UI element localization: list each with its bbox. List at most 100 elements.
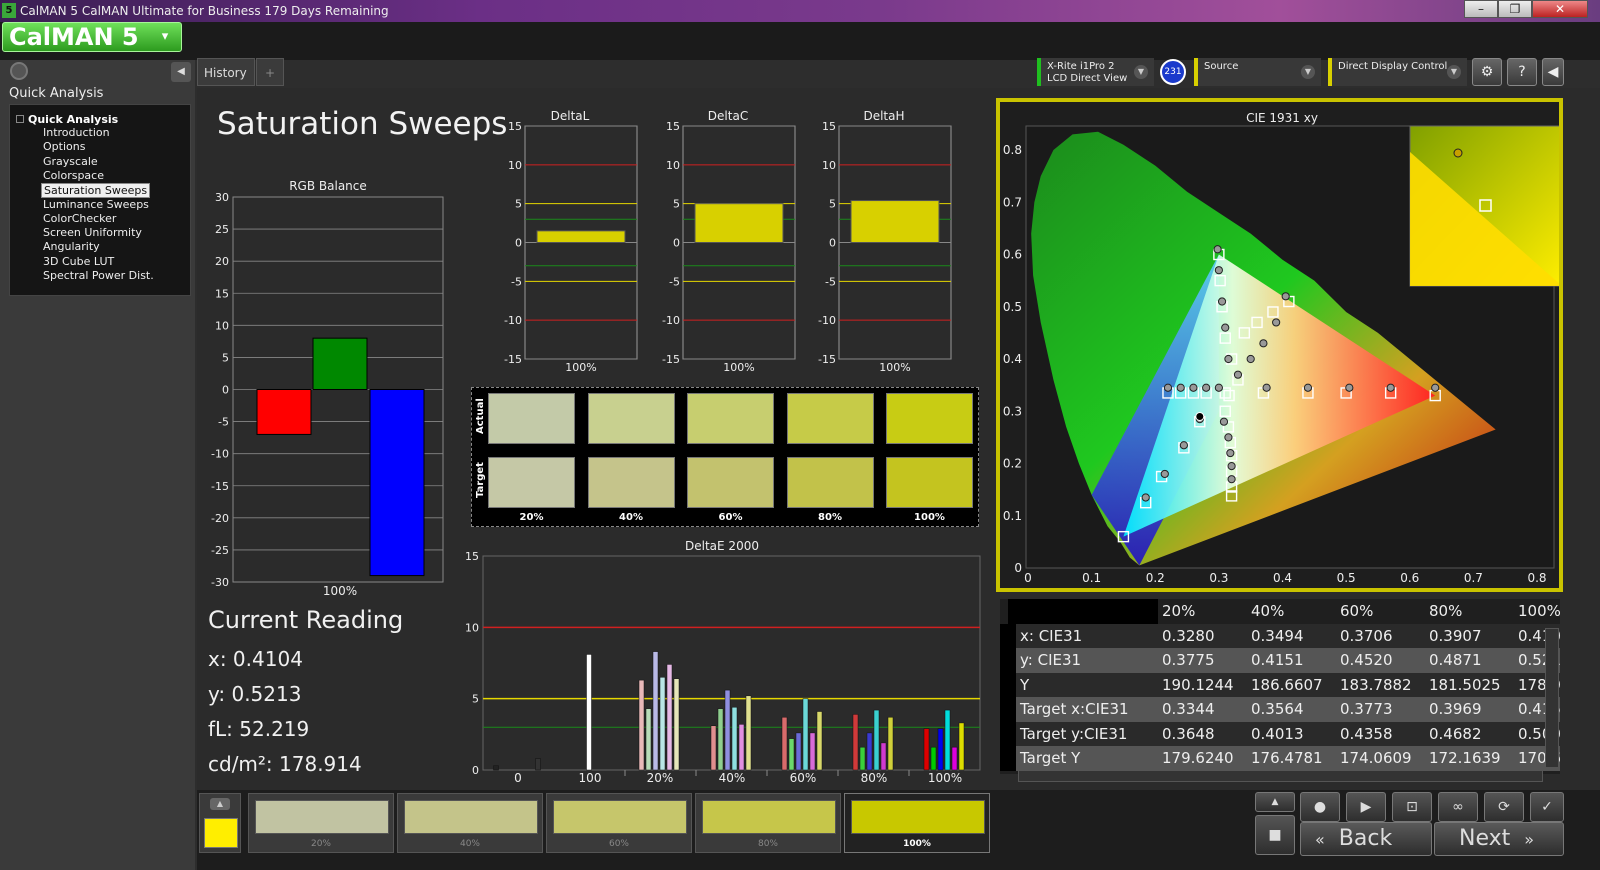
deltae-bar (673, 678, 680, 771)
minimize-button[interactable]: – (1464, 0, 1498, 18)
rgb-tick-label: 20 (215, 255, 229, 268)
table-cell: 0.3344 (1158, 697, 1247, 722)
sidebar-item-saturation-sweeps[interactable]: Saturation Sweeps (41, 183, 151, 199)
sidebar-item-colorspace[interactable]: Colorspace (43, 168, 104, 182)
collapse-sidebar-button[interactable]: ◀ (171, 62, 191, 82)
tree-toggle-icon[interactable] (16, 115, 24, 123)
nav-header[interactable]: Quick Analysis (28, 113, 119, 126)
sidebar-item-options[interactable]: Options (43, 140, 86, 154)
deltae-tick-label: 10 (465, 621, 479, 634)
table-horizontal-scrollbar[interactable] (1018, 770, 1543, 782)
deltae-bar (816, 711, 823, 771)
meter-mode: LCD Direct View (1047, 73, 1128, 84)
next-label: Next (1459, 826, 1511, 851)
help-icon[interactable]: ? (1507, 58, 1537, 86)
table-cell: 0.4520 (1336, 648, 1425, 673)
source-selector[interactable]: Source ▼ (1194, 58, 1321, 86)
cie-measured-point (1219, 417, 1229, 426)
cie-target-point (1219, 405, 1231, 417)
table-vertical-scrollbar[interactable] (1545, 628, 1559, 768)
settings-gear-icon[interactable]: ⚙ (1472, 58, 1502, 86)
table-cell: 181.5025 (1425, 672, 1514, 697)
cie-x-tick-label: 0.3 (1209, 571, 1228, 585)
back-button[interactable]: « Back (1300, 822, 1432, 856)
table-row-label: Target y:CIE31 (1000, 721, 1158, 746)
cie-measured-point (1345, 383, 1354, 392)
deltae-tick-label: 5 (472, 693, 479, 706)
table-header: 60% (1336, 599, 1425, 624)
window-title: CalMAN 5 CalMAN Ultimate for Business 17… (20, 4, 389, 18)
delta-tick-label: -5 (825, 275, 836, 288)
chevron-down-icon: ▾ (161, 29, 169, 44)
close-button[interactable]: ✕ (1532, 0, 1588, 18)
delta-tick-label: 5 (829, 198, 836, 211)
deltae-bar (745, 695, 752, 771)
cie-measured-point (1179, 441, 1188, 450)
refresh-icon[interactable]: ⟳ (1484, 792, 1524, 822)
chevron-down-icon: ▼ (1447, 65, 1461, 79)
sidebar-item-screen-uniformity[interactable]: Screen Uniformity (43, 226, 142, 240)
bottom-swatch-40pct[interactable]: 40% (397, 793, 543, 853)
reading-heading: Current Reading (208, 606, 404, 634)
delta-tick-label: -15 (818, 353, 836, 366)
continuous-loop-icon[interactable]: ∞ (1438, 792, 1478, 822)
cie-y-tick-label: 0.5 (1003, 300, 1022, 314)
checkmark-icon[interactable]: ✓ (1530, 792, 1564, 822)
sidebar-item-3d-cube-lut[interactable]: 3D Cube LUT (43, 254, 115, 268)
collapse-up-icon[interactable]: ▲ (1255, 792, 1295, 812)
next-button[interactable]: Next » (1434, 822, 1564, 856)
sidebar-item-colorchecker[interactable]: ColorChecker (43, 211, 117, 225)
table-cell: 0.3969 (1425, 697, 1514, 722)
bottom-swatch-20pct[interactable]: 20% (248, 793, 394, 853)
measure-step-icon[interactable]: ⊡ (1392, 792, 1432, 822)
collapse-up-icon[interactable]: ▲ (210, 798, 230, 810)
table-cell: 0.3773 (1336, 697, 1425, 722)
deltae-bar (809, 732, 816, 771)
target-swatch (786, 457, 874, 508)
green-balance-bar (312, 337, 368, 391)
cie-measured-point (1221, 323, 1230, 332)
current-reading: Current Reading x: 0.4104 y: 0.5213 fL: … (208, 606, 403, 782)
deltae-bar (535, 758, 541, 771)
chevron-down-icon: ▼ (1134, 65, 1148, 79)
add-tab-button[interactable]: + (256, 58, 284, 86)
bottom-swatch-label: 100% (903, 839, 931, 849)
collapse-right-icon[interactable]: ◀ (1542, 58, 1564, 86)
sidebar-item-luminance-sweeps[interactable]: Luminance Sweeps (43, 197, 149, 211)
sidebar-item-introduction[interactable]: Introduction (43, 126, 110, 139)
cie-measured-point (1160, 469, 1169, 479)
delta-x-label: 100% (723, 361, 754, 374)
display-selector[interactable]: Direct Display Control ▼ (1328, 58, 1467, 86)
display-label: Direct Display Control (1338, 61, 1448, 72)
actual-swatch (587, 393, 675, 444)
deltae-bar (937, 728, 944, 771)
bottom-swatch-100pct[interactable]: 100% (844, 793, 990, 853)
play-icon[interactable]: ▶ (1346, 792, 1386, 822)
table-cell: 174.0609 (1336, 746, 1425, 771)
table-row: Target x:CIE31 0.3344 0.3564 0.3773 0.3969 0.… (1000, 697, 1560, 722)
deltae-x-label: 40% (719, 771, 746, 785)
back-arrow-icon: « (1315, 830, 1325, 849)
bottom-swatch-60pct[interactable]: 60% (546, 793, 692, 853)
sidebar-item-angularity[interactable]: Angularity (43, 240, 100, 254)
maximize-button[interactable]: ❐ (1498, 0, 1532, 18)
sidebar-item-grayscale[interactable]: Grayscale (43, 154, 98, 168)
tab-history-1[interactable]: History 1 (197, 58, 255, 108)
sidebar-item-spectral-power-dist[interactable]: Spectral Power Dist. (43, 269, 154, 282)
table-header: 80% (1425, 599, 1514, 624)
swatch-comparison-panel: Actual Target 20% 40% 60% 80% 100% (471, 387, 979, 527)
bottom-swatch-fill (851, 800, 985, 834)
meter-selector[interactable]: X-Rite i1Pro 2 LCD Direct View ▼ (1037, 58, 1154, 86)
zoom-inset-measured-point (1453, 148, 1463, 158)
calman-logo-menu[interactable]: CalMAN 5 ▾ (2, 22, 182, 52)
stop-measure-button[interactable]: ■ (1255, 815, 1295, 855)
deltae-bar (944, 709, 951, 771)
stop-icon[interactable]: ● (1300, 792, 1340, 822)
bottom-swatch-80pct[interactable]: 80% (695, 793, 841, 853)
cie-x-tick-label: 0.5 (1337, 571, 1356, 585)
deltae-bar (645, 708, 652, 771)
workflow-nav: Quick Analysis Introduction Options Graysc… (9, 104, 191, 296)
delta-tick-label: 15 (822, 120, 836, 133)
swatch-level-label: 40% (619, 512, 643, 523)
workflow-icon[interactable] (10, 62, 28, 80)
